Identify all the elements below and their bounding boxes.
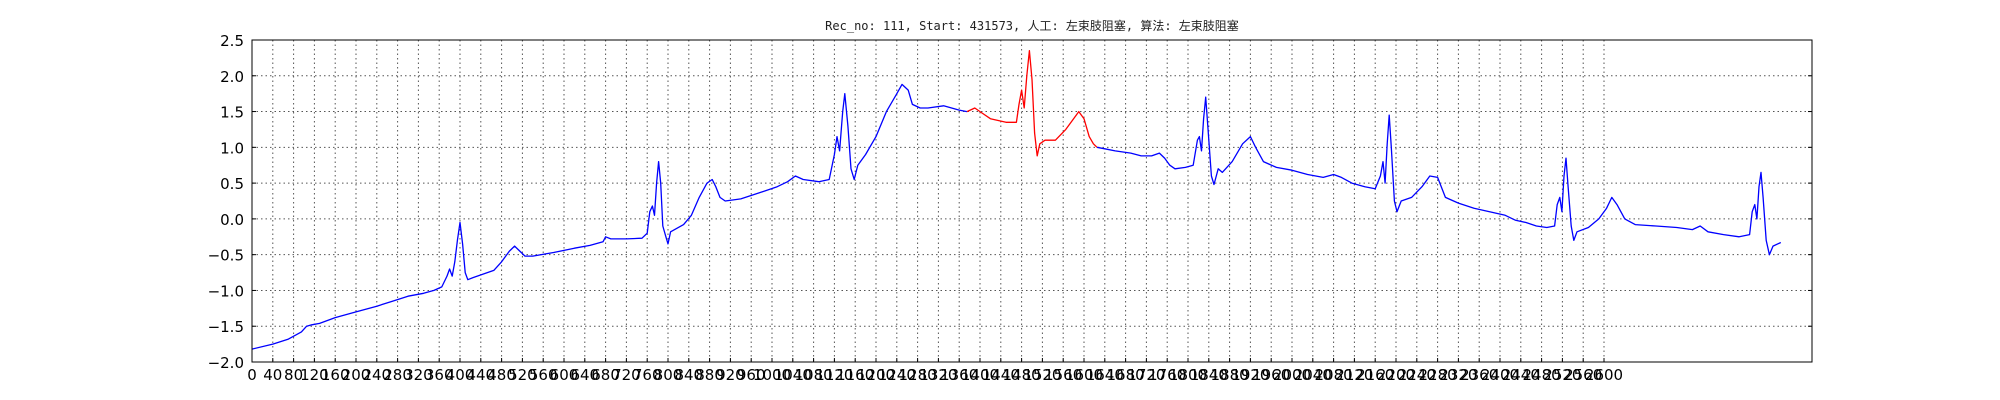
y-tick-label: 1.0 — [220, 139, 244, 157]
x-tick-label: 1480 — [1003, 366, 1041, 384]
y-tick-label: 0.5 — [220, 175, 244, 193]
x-tick-label: 2000 — [1273, 366, 1311, 384]
x-tick-label: 1800 — [1169, 366, 1207, 384]
x-tick-label: 760 — [633, 366, 662, 384]
y-tick-label: 2.5 — [220, 32, 244, 50]
x-tick-label: 1720 — [1127, 366, 1165, 384]
y-tick-label: −1.5 — [208, 318, 244, 336]
x-tick-label: 800 — [654, 366, 683, 384]
x-tick-label: 1040 — [774, 366, 812, 384]
x-tick-label: 80 — [284, 366, 303, 384]
x-tick-label: 880 — [695, 366, 724, 384]
plot-frame — [251, 39, 1813, 363]
y-tick-label: 0.0 — [220, 211, 244, 229]
x-tick-label: 2200 — [1377, 366, 1415, 384]
x-tick-label: 1520 — [1023, 366, 1061, 384]
x-tick-label: 1000 — [753, 366, 791, 384]
x-tick-label: 1440 — [982, 366, 1020, 384]
x-tick-label: 360 — [425, 366, 454, 384]
x-tick-label: 1400 — [961, 366, 999, 384]
x-tick-label: 2080 — [1315, 366, 1353, 384]
x-tick-label: 2160 — [1356, 366, 1394, 384]
x-tick-label: 2040 — [1294, 366, 1332, 384]
x-tick-label: 1960 — [1252, 366, 1290, 384]
series-line-2 — [1096, 96, 1782, 256]
x-tick-label: 1320 — [919, 366, 957, 384]
x-tick-label: 560 — [529, 366, 558, 384]
x-tick-label: 1200 — [857, 366, 895, 384]
series-line-0 — [251, 83, 968, 350]
x-tick-label: 960 — [737, 366, 766, 384]
x-tick-label: 40 — [263, 366, 282, 384]
x-tick-label: 1880 — [1211, 366, 1249, 384]
series-line-1 — [966, 50, 1098, 157]
x-tick-label: 1760 — [1148, 366, 1186, 384]
x-tick-label: 720 — [612, 366, 641, 384]
x-tick-label: 120 — [300, 366, 329, 384]
x-tick-label: 1560 — [1044, 366, 1082, 384]
x-tick-label: 320 — [404, 366, 433, 384]
x-tick-label: 2240 — [1398, 366, 1436, 384]
x-tick-label: 1640 — [1086, 366, 1124, 384]
y-tick-label: −2.0 — [208, 354, 244, 372]
x-tick-label: 1360 — [940, 366, 978, 384]
series-lines — [251, 50, 1782, 350]
chart-title: Rec_no: 111, Start: 431573, 人工: 左束肢阻塞, 算… — [825, 18, 1239, 33]
x-tick-label: 640 — [570, 366, 599, 384]
x-tick-label: 240 — [362, 366, 391, 384]
x-tick-label: 1920 — [1231, 366, 1269, 384]
x-tick-label: 1120 — [815, 366, 853, 384]
x-tick-label: 0 — [247, 366, 257, 384]
x-tick-label: 680 — [591, 366, 620, 384]
x-tick-label: 2560 — [1564, 366, 1602, 384]
y-tick-label: 1.5 — [220, 104, 244, 122]
y-tick-label: 2.0 — [220, 68, 244, 86]
x-tick-label: 2520 — [1543, 366, 1581, 384]
y-axis: 2.5 2.0 1.5 1.0 0.5 0.0 −0.5 −1.0 −1.5 −2.0 — [208, 32, 1812, 372]
x-tick-label: 2600 — [1585, 366, 1623, 384]
x-tick-label: 2320 — [1439, 366, 1477, 384]
x-tick-label: 600 — [550, 366, 579, 384]
x-tick-label: 280 — [383, 366, 412, 384]
x-tick-label: 160 — [321, 366, 350, 384]
y-tick-label: −0.5 — [208, 247, 244, 265]
x-tick-label: 1600 — [1065, 366, 1103, 384]
x-tick-label: 2480 — [1523, 366, 1561, 384]
x-tick-label: 480 — [487, 366, 516, 384]
x-tick-label: 520 — [508, 366, 537, 384]
x-tick-label: 2400 — [1481, 366, 1519, 384]
x-tick-label: 920 — [716, 366, 745, 384]
x-tick-label: 200 — [342, 366, 371, 384]
x-tick-label: 1160 — [836, 366, 874, 384]
x-tick-label: 1840 — [1190, 366, 1228, 384]
x-tick-label: 440 — [466, 366, 495, 384]
x-axis: 0 40 8012016020024028032036040044048052056… — [247, 358, 1623, 384]
x-tick-label: 2440 — [1502, 366, 1540, 384]
x-tick-label: 1240 — [878, 366, 916, 384]
x-tick-label: 2280 — [1419, 366, 1457, 384]
x-tick-label: 1680 — [1107, 366, 1145, 384]
x-tick-label: 840 — [674, 366, 703, 384]
y-tick-label: −1.0 — [208, 282, 244, 300]
x-tick-label: 2120 — [1335, 366, 1373, 384]
x-tick-label: 400 — [446, 366, 475, 384]
x-tick-label: 2360 — [1460, 366, 1498, 384]
x-tick-label: 1280 — [899, 366, 937, 384]
x-tick-label: 1080 — [795, 366, 833, 384]
